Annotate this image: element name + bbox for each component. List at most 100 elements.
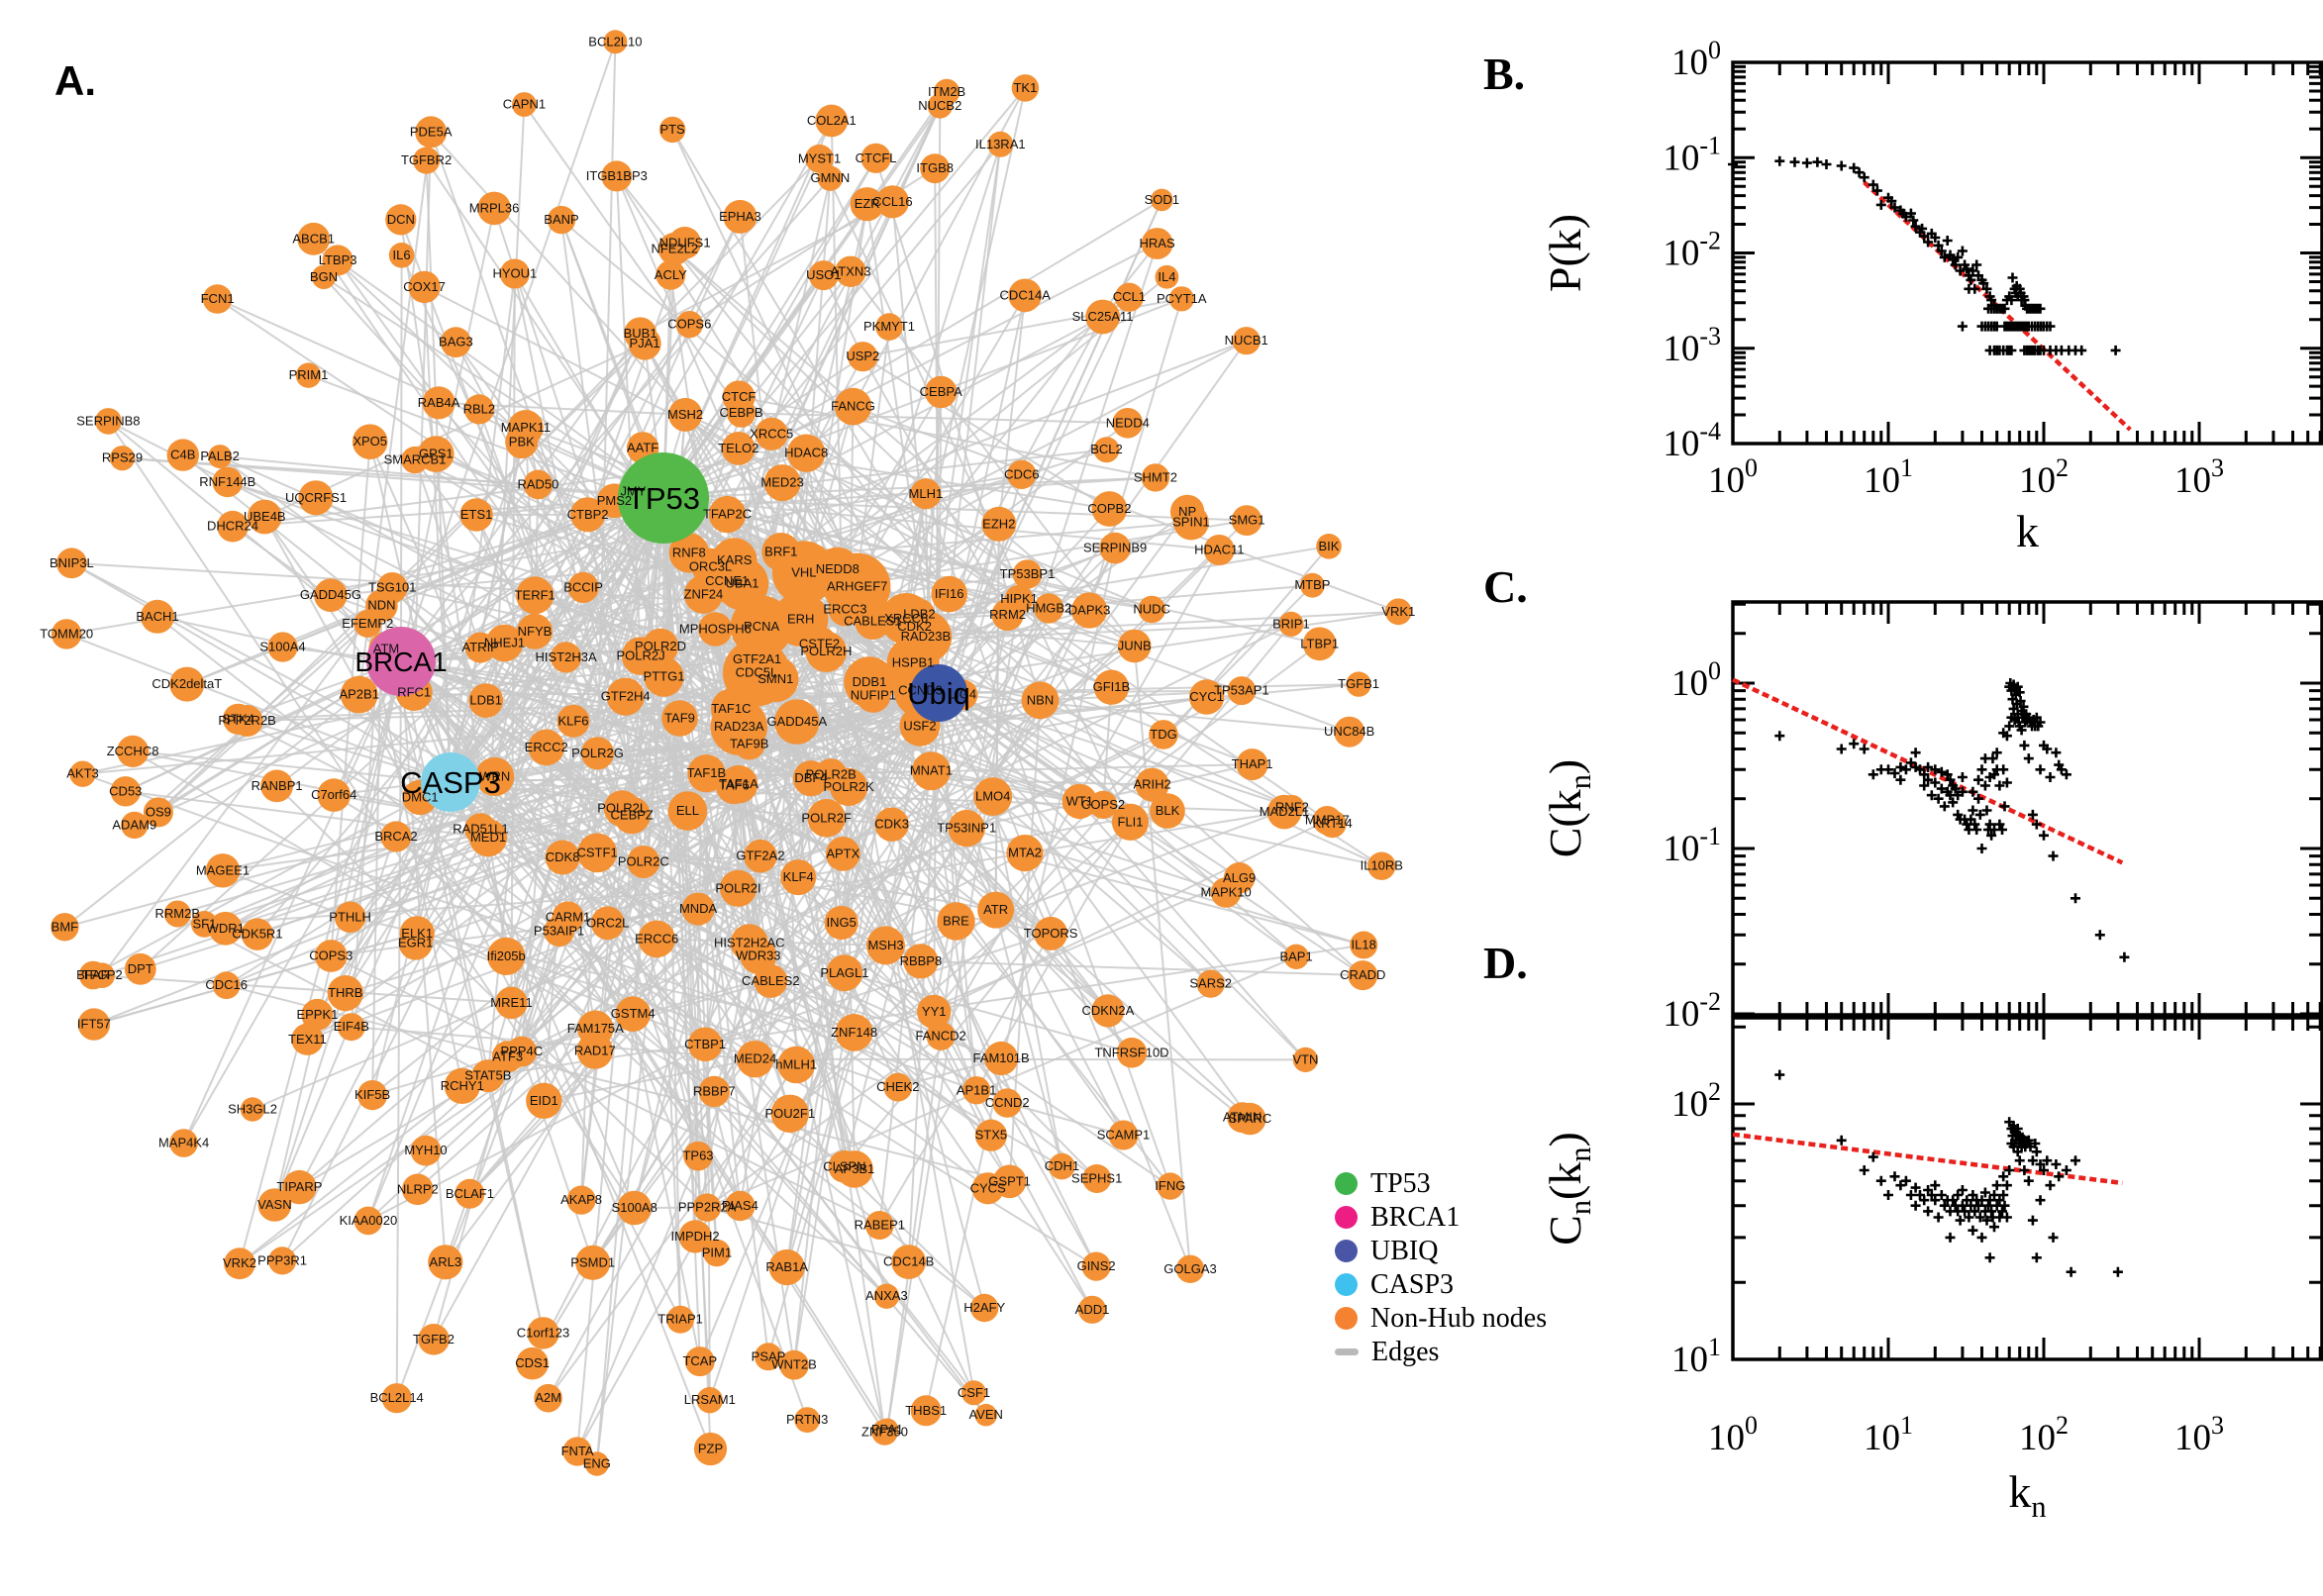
gene-label: USO1 — [806, 267, 841, 282]
gene-label: TP53INP1 — [937, 821, 996, 836]
gene-label: POLR2F — [801, 810, 852, 825]
tick-label: 100 — [1671, 36, 1721, 83]
gene-label: KARS — [717, 552, 753, 567]
non-hub-node — [223, 703, 254, 735]
gene-label: NBN — [1027, 692, 1054, 707]
plot-frame — [1731, 600, 2323, 1017]
panel-label-a: A. — [54, 57, 96, 104]
non-hub-node — [240, 1097, 265, 1122]
axis-ticks — [1731, 1018, 2322, 1361]
gene-label: GTF2A1 — [733, 651, 781, 666]
non-hub-node — [401, 446, 429, 474]
non-hub-node — [317, 778, 352, 812]
non-hub-node — [937, 902, 975, 941]
gene-label: TAF9B — [730, 736, 769, 750]
tick-label: 102 — [2019, 1411, 2069, 1458]
gene-label: NDUFS1 — [659, 235, 711, 249]
non-hub-node — [1316, 534, 1342, 559]
non-hub-node — [925, 375, 958, 409]
non-hub-node — [1091, 994, 1125, 1028]
gene-label: TP53AP1 — [1214, 683, 1269, 698]
non-hub-node — [1151, 188, 1173, 212]
non-hub-node — [606, 677, 645, 716]
gene-label: ERCC2 — [525, 740, 568, 754]
gene-label: CDK2deltaT — [152, 676, 222, 691]
non-hub-node — [779, 1349, 809, 1380]
network-nodes — [50, 30, 1412, 1476]
non-hub-node — [627, 846, 660, 878]
non-hub-node — [260, 769, 293, 803]
non-hub-node — [1093, 669, 1130, 705]
gene-label: DBF4 — [794, 770, 827, 785]
non-hub-node — [992, 1088, 1022, 1118]
non-hub-node — [661, 700, 698, 737]
hub-node-brca1 — [366, 627, 436, 696]
non-hub-node — [698, 612, 733, 647]
gene-label: STX5 — [975, 1128, 1008, 1143]
gene-label: CDC16 — [205, 977, 248, 992]
non-hub-node — [124, 952, 156, 985]
gene-label: RRM2B — [155, 906, 201, 921]
non-hub-node — [464, 632, 496, 663]
gene-label: RPS29 — [102, 450, 143, 465]
non-hub-node — [1169, 494, 1205, 530]
non-hub-node — [1231, 505, 1262, 536]
gene-label: PRIM1 — [289, 367, 329, 382]
gene-label: ITM2B — [928, 84, 965, 99]
gene-label: APTX — [826, 846, 859, 860]
gene-label: CYCS — [970, 1180, 1006, 1195]
gene-label: COX17 — [403, 279, 446, 294]
non-hub-node — [891, 1245, 927, 1279]
gene-label: TCAP — [682, 1353, 717, 1368]
non-hub-node — [624, 317, 657, 350]
gene-label: SH3GL2 — [228, 1102, 277, 1117]
non-hub-node — [1081, 1251, 1111, 1281]
panel-label-d: D. — [1483, 938, 1528, 988]
non-hub-node — [485, 624, 524, 662]
non-hub-node — [545, 840, 580, 875]
non-hub-node — [169, 1129, 198, 1157]
gene-label: OS9 — [146, 804, 171, 819]
non-hub-node — [763, 464, 801, 502]
gene-label: ARL3 — [430, 1254, 462, 1269]
gene-label: FAM101B — [973, 1050, 1030, 1065]
non-hub-node — [422, 386, 455, 420]
non-hub-node — [441, 327, 471, 358]
gene-label: PPP2R2A — [678, 1200, 737, 1215]
non-hub-node — [566, 1185, 596, 1215]
gene-label: POLR2G — [571, 746, 624, 760]
gene-label: RANBP1 — [252, 778, 303, 793]
gene-label: ZNF350 — [861, 1425, 908, 1440]
gene-label: TAF6 — [719, 778, 750, 793]
gene-label: HIPK1 — [1000, 591, 1038, 606]
non-hub-node — [875, 1418, 899, 1442]
gene-label: NP — [1178, 504, 1196, 519]
gene-label: GFI1B — [1093, 679, 1131, 694]
non-hub-node — [974, 1119, 1008, 1151]
non-hub-node — [208, 911, 243, 946]
non-hub-node — [755, 1343, 782, 1371]
non-hub-node — [418, 1324, 450, 1355]
non-hub-node — [787, 434, 826, 472]
gene-label: CEBPZ — [611, 807, 654, 822]
gene-label: ATR — [983, 902, 1008, 917]
gene-label: PALB2 — [200, 449, 240, 463]
non-hub-node — [477, 191, 511, 226]
edge-swatch-icon — [1335, 1348, 1359, 1355]
legend: TP53 BRCA1 UBIQ CASP3 Non-Hub nodes Edge… — [1335, 1169, 1547, 1365]
non-hub-node — [567, 571, 599, 604]
gene-label: SLC25A11 — [1072, 309, 1134, 324]
gene-label: EIF4B — [334, 1019, 369, 1034]
non-hub-node — [516, 1347, 549, 1380]
non-hub-node — [987, 131, 1014, 157]
non-hub-node — [973, 777, 1013, 816]
non-hub-node — [468, 683, 504, 718]
non-hub-node — [1346, 671, 1371, 697]
gene-label: HSPB1 — [892, 654, 935, 669]
gene-label: EPHA3 — [719, 209, 761, 224]
non-hub-node — [512, 92, 537, 117]
gene-label: RCHY1 — [441, 1078, 484, 1093]
non-hub-node — [681, 892, 715, 926]
plot-d: 102 101 100 101 102 103 Cn​(kn​) kn​ — [1540, 1016, 2323, 1524]
non-hub-node — [1006, 835, 1044, 872]
